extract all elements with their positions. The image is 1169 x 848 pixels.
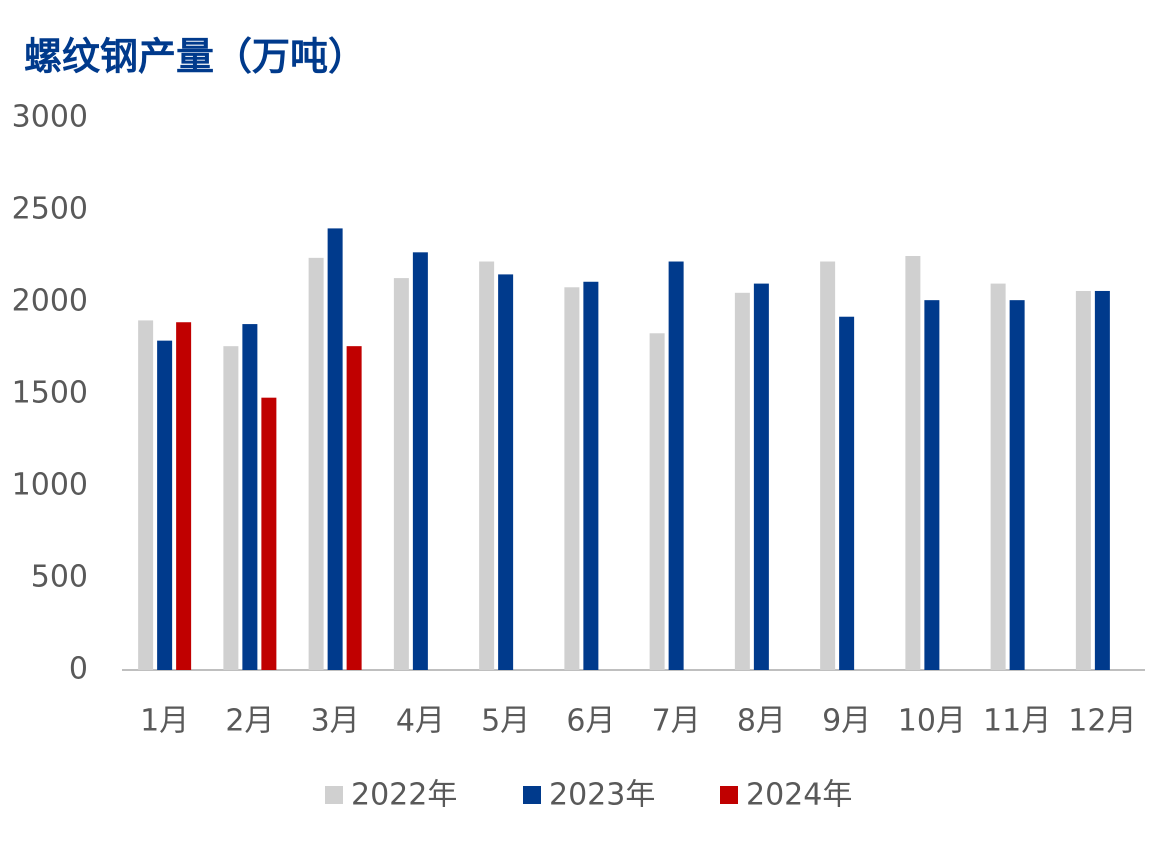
y-tick-label: 1000 [12,468,88,503]
bar [820,261,836,670]
bar [564,287,580,670]
legend-label: 2024年 [746,778,852,813]
bar [1009,300,1025,670]
legend-label: 2022年 [351,778,457,813]
bar [393,278,409,670]
x-tick-label: 12月 [1068,704,1136,739]
x-tick-label: 5月 [481,704,530,739]
x-tick-label: 6月 [566,704,615,739]
bar [412,252,428,670]
y-tick-label: 500 [31,560,88,595]
x-tick-label: 9月 [822,704,871,739]
bar [905,256,921,670]
x-tick-label: 7月 [652,704,701,739]
bar [839,316,855,670]
bar [1075,290,1091,670]
y-tick-label: 2500 [12,192,88,227]
bar [753,283,769,670]
bar [346,346,362,670]
bar [479,261,495,670]
bar [242,324,258,670]
bar [668,261,684,670]
chart-title: 螺纹钢产量（万吨） [24,34,366,79]
x-tick-label: 1月 [140,704,189,739]
legend-swatch [720,786,738,804]
x-tick-label: 2月 [225,704,274,739]
bar [138,320,154,670]
y-tick-label: 3000 [12,100,88,135]
bar [583,281,599,670]
x-tick-label: 3月 [311,704,360,739]
x-tick-label: 8月 [737,704,786,739]
bar [327,228,343,670]
y-tick-label: 2000 [12,284,88,319]
bar [223,346,239,670]
bar [734,292,750,670]
bar [176,322,192,670]
y-tick-label: 0 [69,652,88,687]
bar [308,257,324,670]
bar [261,397,277,670]
x-tick-label: 11月 [983,704,1051,739]
x-tick-label: 10月 [898,704,966,739]
bar [990,283,1006,670]
x-tick-label: 4月 [396,704,445,739]
bar [157,340,173,670]
y-tick-label: 1500 [12,376,88,411]
bar [498,274,514,670]
bar [924,300,940,670]
legend-label: 2023年 [549,778,655,813]
bar [1094,290,1110,670]
legend-swatch [523,786,541,804]
legend-swatch [325,786,343,804]
bar [649,333,665,670]
